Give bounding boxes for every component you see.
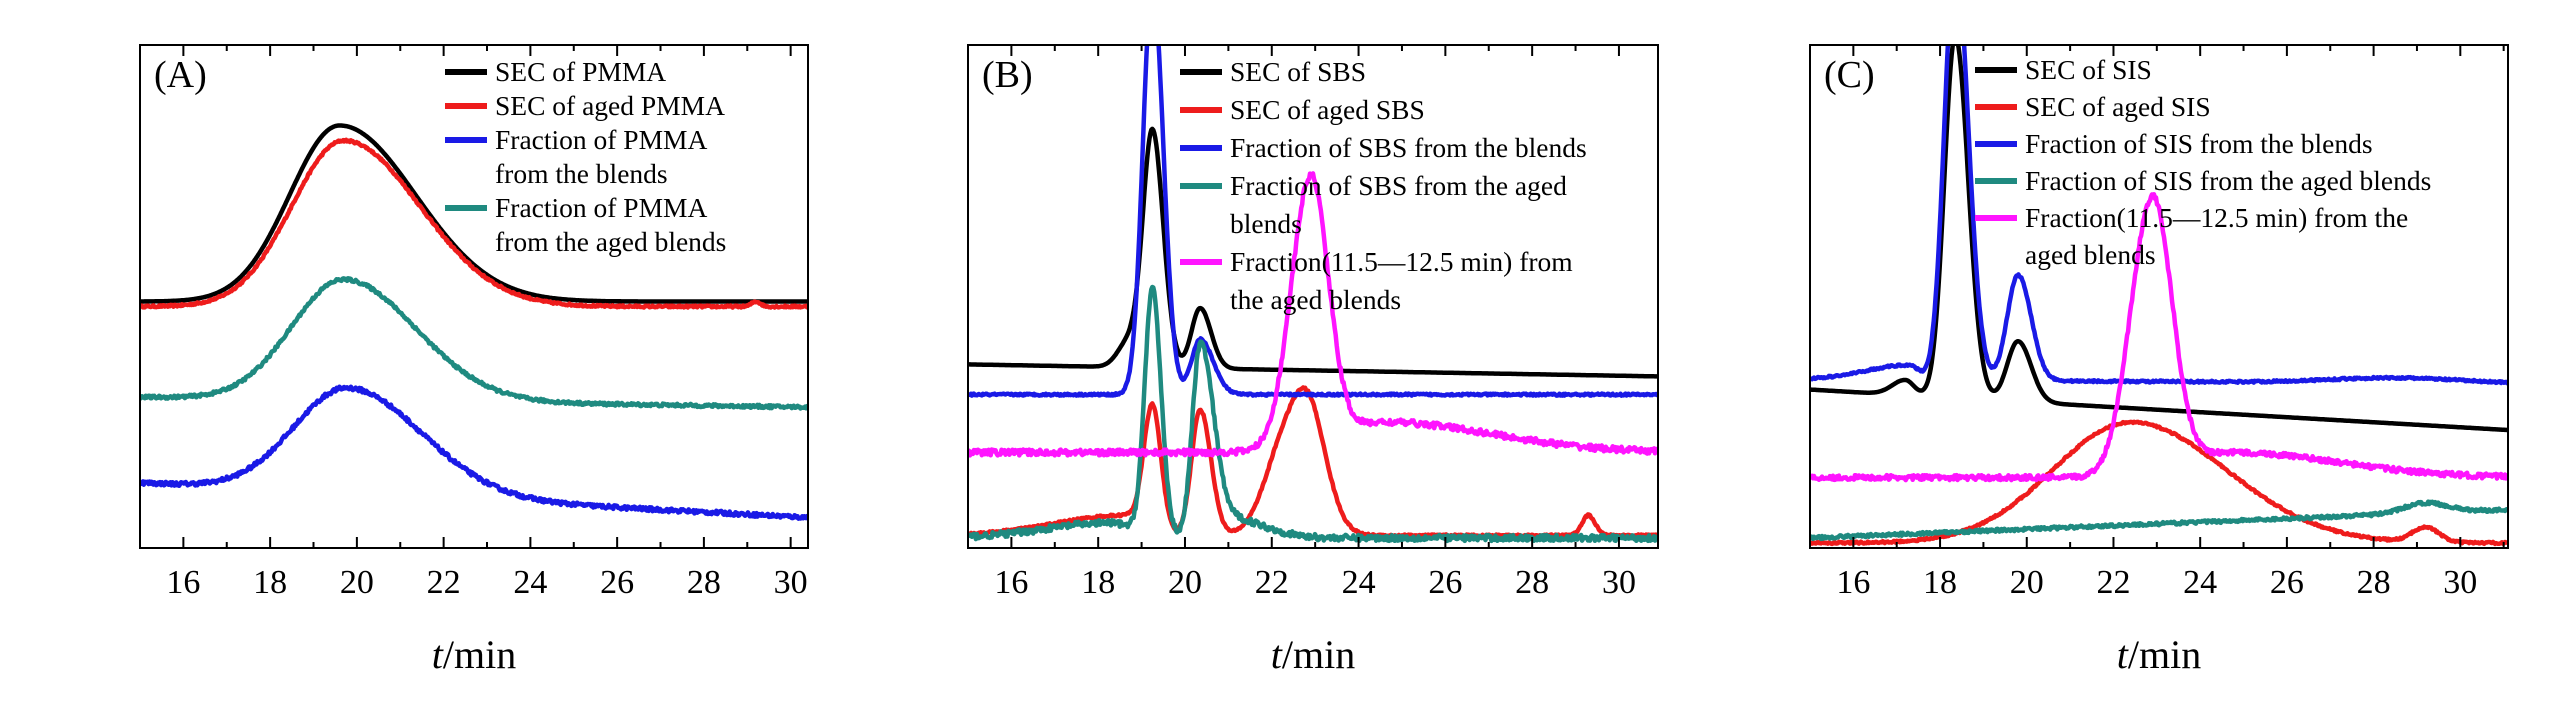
legend-label-2: SEC of aged SBS — [1230, 94, 1425, 125]
legend-label-5: Fraction(11.5—12.5 min) from the — [2025, 202, 2408, 233]
x-tick-label: 20 — [340, 564, 374, 601]
x-axis-label-unit: /min — [2128, 632, 2201, 677]
legend-label-4: from the aged blends — [495, 226, 726, 257]
series-group — [140, 123, 808, 521]
x-tick-label: 26 — [600, 564, 634, 601]
x-axis-label-symbol: t — [432, 632, 444, 677]
series-line-2 — [1810, 419, 2508, 547]
legend: SEC of SBS SEC of aged SBS Fraction of SBS… — [1180, 56, 1587, 315]
legend-label-3: Fraction of PMMA — [495, 124, 708, 155]
series-line-3 — [968, 45, 1658, 398]
x-tick-label: 18 — [1923, 564, 1957, 601]
panel-label: (A) — [154, 54, 207, 96]
legend-label-1: SEC of PMMA — [495, 56, 666, 87]
panel-label: (C) — [1824, 54, 1875, 96]
x-tick-label: 16 — [994, 564, 1028, 601]
x-tick-label: 30 — [1602, 564, 1636, 601]
series-line-5 — [968, 171, 1658, 458]
legend-label-4: Fraction of PMMA — [495, 192, 708, 223]
x-tick-label: 16 — [166, 564, 200, 601]
x-tick-label: 30 — [2443, 564, 2477, 601]
legend: SEC of SIS SEC of aged SIS Fraction of SIS… — [1975, 54, 2431, 270]
x-tick-label: 18 — [1081, 564, 1115, 601]
x-tick-label: 20 — [2010, 564, 2044, 601]
legend-label-5: aged blends — [2025, 239, 2156, 270]
x-tick-label: 16 — [1836, 564, 1870, 601]
series-line-4 — [140, 276, 808, 411]
series-line-2 — [140, 137, 808, 310]
x-tick-label: 28 — [1515, 564, 1549, 601]
x-axis-label-symbol: t — [2117, 632, 2129, 677]
legend-label-1: SEC of SBS — [1230, 56, 1366, 87]
x-axis-label: t/min — [1271, 632, 1355, 677]
legend-label-4: Fraction of SBS from the aged — [1230, 170, 1567, 201]
legend-label-3: Fraction of SIS from the blends — [2025, 128, 2373, 159]
legend-label-3: from the blends — [495, 158, 668, 189]
legend-label-2: SEC of aged PMMA — [495, 90, 725, 121]
x-axis-label-symbol: t — [1271, 632, 1283, 677]
series-line-5 — [1810, 192, 2508, 483]
x-axis-label: t/min — [2117, 632, 2201, 677]
panel-label: (B) — [982, 54, 1033, 96]
legend-label-5: the aged blends — [1230, 284, 1401, 315]
x-tick-label: 24 — [513, 564, 547, 601]
legend-label-2: SEC of aged SIS — [2025, 91, 2211, 122]
x-tick-label: 20 — [1168, 564, 1202, 601]
x-axis-label: t/min — [432, 632, 516, 677]
x-tick-label: 26 — [1428, 564, 1462, 601]
x-axis-label-unit: /min — [443, 632, 516, 677]
series-group — [968, 45, 1658, 544]
x-tick-label: 24 — [2183, 564, 2217, 601]
series-line-4 — [968, 284, 1658, 544]
series-group — [1810, 45, 2508, 547]
legend-label-3: Fraction of SBS from the blends — [1230, 132, 1587, 163]
x-tick-label: 28 — [2357, 564, 2391, 601]
series-line-3 — [1810, 45, 2508, 386]
legend-label-1: SEC of SIS — [2025, 54, 2152, 85]
x-tick-label: 24 — [1342, 564, 1376, 601]
x-tick-label: 28 — [687, 564, 721, 601]
plot-frame — [1809, 44, 2509, 549]
plot-frame — [967, 44, 1659, 549]
legend-label-5: Fraction(11.5—12.5 min) from — [1230, 246, 1573, 277]
series-line-3 — [140, 384, 808, 521]
series-line-4 — [1810, 499, 2508, 542]
plot-frame — [139, 44, 809, 549]
x-tick-label: 22 — [427, 564, 461, 601]
x-tick-label: 22 — [1255, 564, 1289, 601]
series-line-1 — [1810, 45, 2508, 433]
series-line-1 — [968, 126, 1658, 379]
legend-label-4: Fraction of SIS from the aged blends — [2025, 165, 2431, 196]
series-line-1 — [140, 123, 808, 304]
x-tick-label: 26 — [2270, 564, 2304, 601]
x-tick-label: 30 — [774, 564, 808, 601]
x-tick-label: 18 — [253, 564, 287, 601]
x-tick-label: 22 — [2096, 564, 2130, 601]
x-axis-label-unit: /min — [1282, 632, 1355, 677]
series-line-2 — [968, 385, 1658, 539]
legend-label-4: blends — [1230, 208, 1302, 239]
